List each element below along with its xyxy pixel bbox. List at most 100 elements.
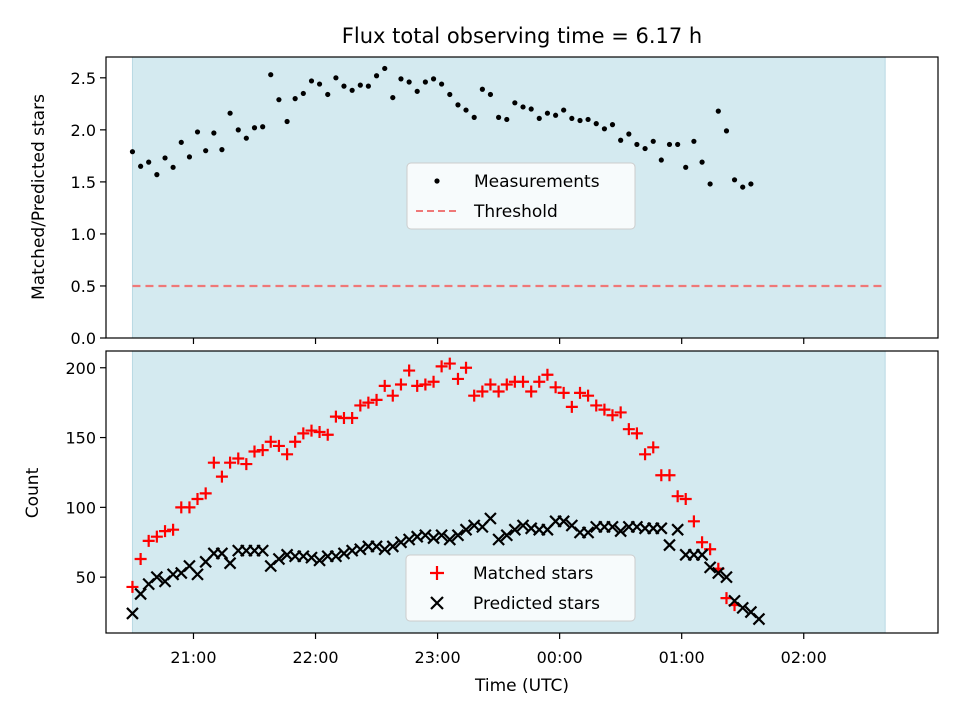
measurement-point <box>373 73 380 79</box>
measurement-point <box>194 129 201 135</box>
measurement-point <box>235 127 241 133</box>
x-tick-label: 00:00 <box>537 648 583 667</box>
measurement-point <box>658 157 664 163</box>
measurement-point <box>382 65 388 72</box>
bottom-y-axis-label: Count <box>23 467 43 518</box>
predicted-star-point <box>215 547 229 560</box>
measurement-point <box>626 131 632 137</box>
predicted-star-point <box>720 570 733 584</box>
predicted-star-point <box>435 528 448 542</box>
matched-star-point <box>541 368 554 381</box>
matched-star-point <box>191 492 204 505</box>
predicted-star-point <box>557 515 570 528</box>
chart-title: Flux total observing time = 6.17 h <box>342 24 702 48</box>
top-y-tick-label: 2.5 <box>71 69 96 88</box>
measurement-point <box>715 108 721 114</box>
matched-star-point <box>500 378 513 391</box>
matched-star-point <box>240 458 253 471</box>
matched-star-point <box>671 490 684 503</box>
predicted-star-point <box>508 523 522 536</box>
predicted-star-point <box>703 561 717 574</box>
x-tick-label: 23:00 <box>415 648 461 667</box>
predicted-star-point <box>655 522 668 535</box>
measurement-point <box>154 172 160 178</box>
measurement-point <box>699 159 705 165</box>
predicted-star-point <box>329 549 343 563</box>
measurement-point <box>675 141 681 148</box>
matched-star-point <box>574 386 587 399</box>
measurement-point <box>536 115 542 122</box>
matched-star-point <box>622 423 635 436</box>
measurement-point <box>634 141 640 148</box>
predicted-star-point <box>736 601 749 615</box>
matched-star-point <box>606 409 619 422</box>
matched-star-point <box>687 515 700 528</box>
measurement-point <box>601 126 608 132</box>
top-y-tick-label: 0.5 <box>71 277 96 296</box>
x-axis-label: Time (UTC) <box>474 676 569 696</box>
matched-star-point <box>557 386 570 399</box>
matched-star-point <box>264 435 277 448</box>
matched-star-point <box>134 553 147 566</box>
measurement-point <box>487 91 494 98</box>
measurement-point <box>406 79 412 85</box>
predicted-star-point <box>492 533 505 546</box>
measurement-point <box>439 81 445 87</box>
top-legend: Measurements Threshold <box>406 162 636 230</box>
matched-star-point <box>224 456 237 469</box>
bottom-y-tick-label: 200 <box>65 359 96 378</box>
measurement-point <box>748 181 754 187</box>
matched-star-point <box>142 534 155 547</box>
predicted-star-point <box>500 528 514 542</box>
predicted-star-point <box>484 512 497 525</box>
x-tick-label: 01:00 <box>659 648 705 667</box>
measurements-legend-marker <box>434 178 440 184</box>
measurement-point <box>129 149 136 155</box>
predicted-star-point <box>516 519 530 532</box>
matched-star-point <box>272 439 285 452</box>
matched-star-point <box>248 445 261 458</box>
predicted-star-point <box>606 520 619 534</box>
matched-star-point <box>289 435 302 448</box>
bottom-y-tick-label: 50 <box>76 568 96 587</box>
matched-star-point <box>167 523 180 536</box>
matched-star-point <box>362 396 375 409</box>
measurement-point <box>642 145 648 152</box>
measurement-point <box>390 94 396 101</box>
measurement-point <box>471 114 477 120</box>
top-y-ticks: 0.0 0.5 1.0 1.5 2.0 2.5 <box>71 69 106 348</box>
measurement-point <box>569 115 575 122</box>
measurement-point <box>316 81 323 87</box>
measurement-point <box>707 181 713 187</box>
measurement-point <box>365 83 371 89</box>
measurement-point <box>170 164 176 170</box>
matched-star-point <box>183 501 196 514</box>
matched-star-point <box>647 441 660 454</box>
matched-star-point <box>256 444 269 457</box>
matched-star-point <box>679 492 692 505</box>
measurement-point <box>162 155 168 161</box>
matched-star-point <box>232 452 245 465</box>
matched-stars-series <box>126 357 741 612</box>
measurement-point <box>357 82 363 88</box>
predicted-star-point <box>663 538 676 552</box>
predicted-star-point <box>386 540 400 553</box>
matched-star-point <box>533 375 546 388</box>
measurement-point <box>683 164 689 170</box>
matched-star-point <box>126 580 139 593</box>
matched-star-point <box>370 393 383 406</box>
predicted-star-point <box>712 566 725 580</box>
measurement-point <box>609 122 616 128</box>
matched-star-point <box>468 389 481 402</box>
measurement-point <box>414 88 420 94</box>
measurement-point <box>186 154 193 160</box>
measurement-point <box>618 137 624 143</box>
matched-star-point <box>435 360 448 373</box>
predicted-star-point <box>126 607 139 620</box>
legend-threshold: Threshold <box>473 202 558 222</box>
matched-star-point <box>582 389 595 402</box>
top-axes-frame <box>105 56 939 339</box>
top-y-tick-label: 1.0 <box>71 225 96 244</box>
measurement-point <box>422 79 428 85</box>
